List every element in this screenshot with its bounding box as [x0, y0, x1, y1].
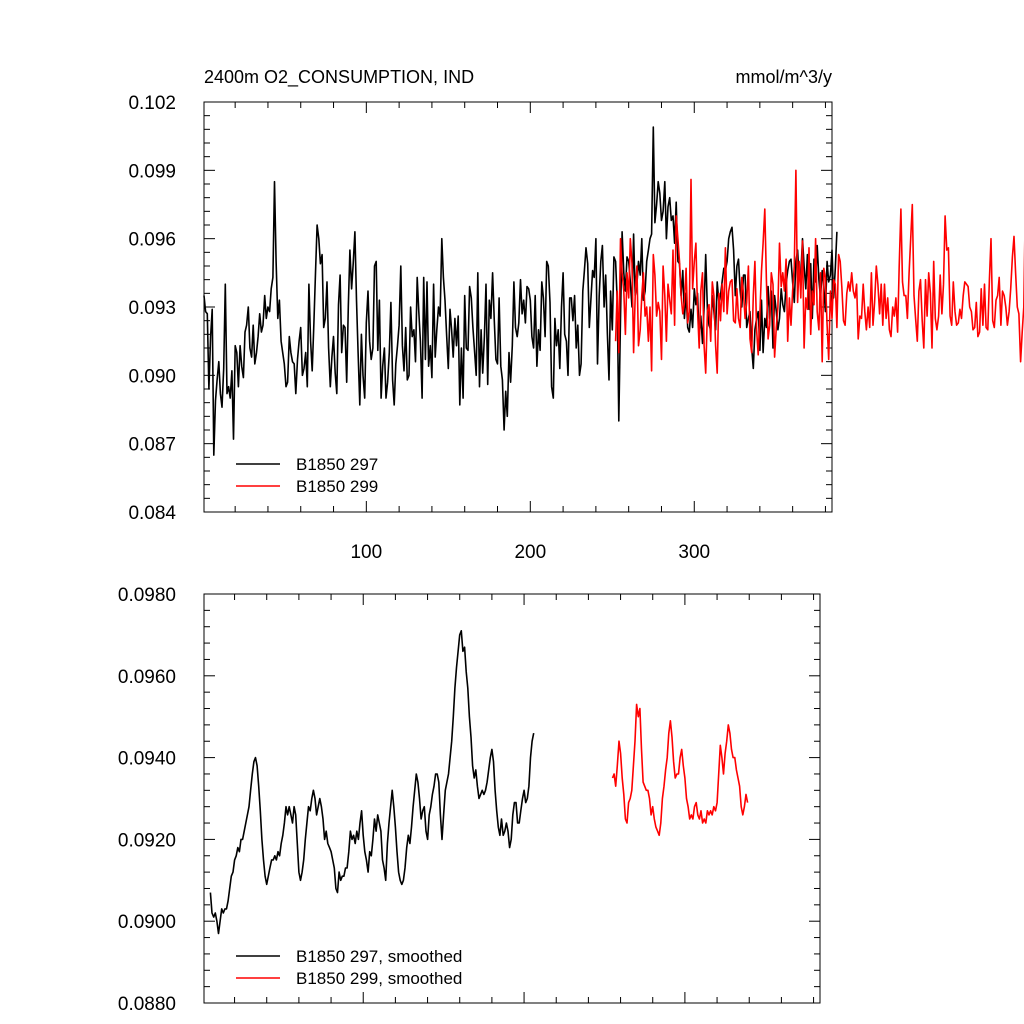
y-tick-label: 0.0880 [118, 994, 176, 1015]
plot-frame [203, 593, 821, 1004]
x-tick-label: 300 [678, 542, 710, 563]
y-tick-label: 0.096 [128, 230, 176, 251]
y-tick-label: 0.0960 [118, 667, 176, 688]
series-line-1 [209, 629, 535, 935]
legend-label: B1850 299, smoothed [296, 969, 462, 988]
y-tick-label: 0.090 [128, 366, 176, 387]
y-tick-label: 0.0940 [118, 749, 176, 770]
chart-title: 2400m O2_CONSUMPTION, IND [204, 67, 474, 88]
y-tick-label: 0.084 [128, 503, 176, 524]
y-tick-label: 0.0900 [118, 912, 176, 933]
legend-label: B1850 297 [296, 455, 378, 474]
legend-label: B1850 297, smoothed [296, 947, 462, 966]
series-line-1 [203, 126, 838, 456]
x-tick-label: 200 [514, 542, 546, 563]
y-tick-label: 0.0920 [118, 830, 176, 851]
units-label: mmol/m^3/y [736, 67, 832, 87]
x-tick-label: 100 [350, 542, 382, 563]
top-panel: 0.084 0.087 0.090 0.093 0.096 0.099 0.102 100 20… [128, 67, 1024, 563]
y-tick-label: 0.087 [128, 435, 176, 456]
y-tick-label: 0.099 [128, 161, 176, 182]
y-tick-label: 0.102 [128, 93, 176, 114]
series-line-2 [614, 169, 1024, 374]
bottom-panel: 0.0880 0.0900 0.0920 0.0940 0.0960 0.0980 B185… [118, 585, 821, 1015]
legend-label: B1850 299 [296, 477, 378, 496]
y-tick-label: 0.093 [128, 298, 176, 319]
y-tick-label: 0.0980 [118, 585, 176, 606]
series-line-2 [611, 703, 749, 837]
